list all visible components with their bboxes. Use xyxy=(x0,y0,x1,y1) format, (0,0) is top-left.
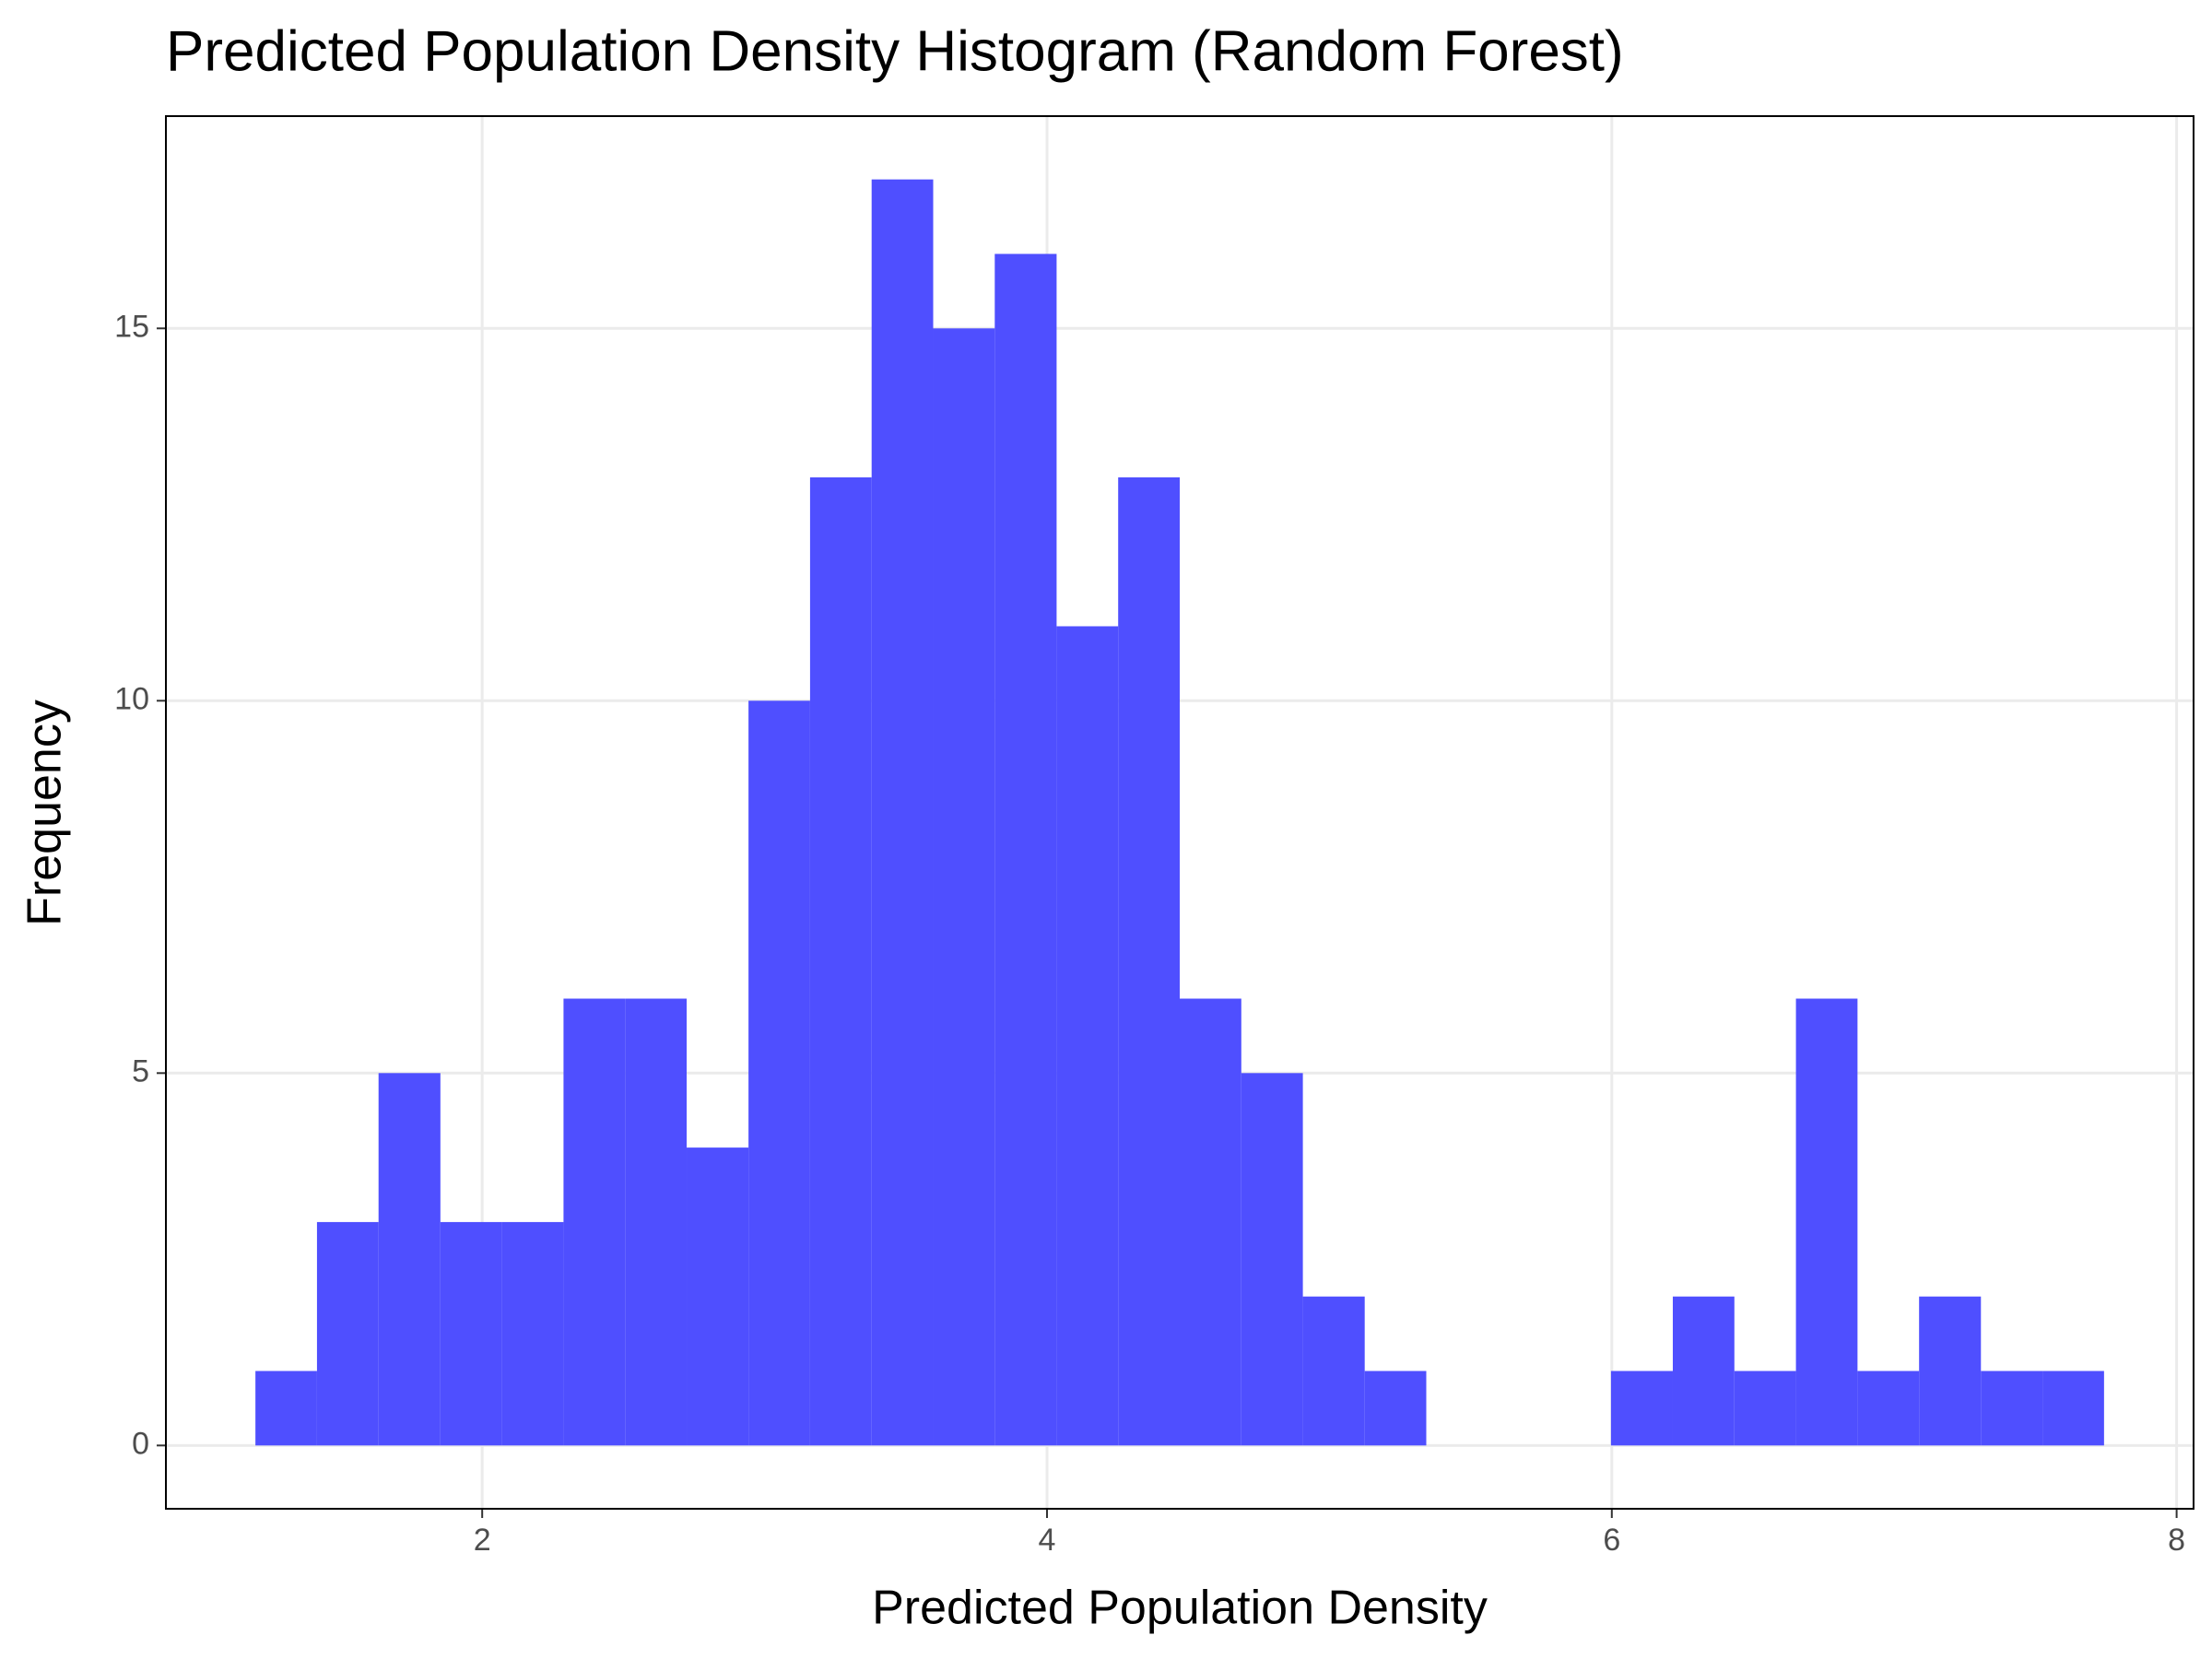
bar xyxy=(2042,1371,2104,1446)
y-tick-label: 10 xyxy=(114,681,149,716)
y-tick-label: 5 xyxy=(132,1053,149,1088)
y-tick-label: 0 xyxy=(132,1426,149,1461)
y-tick-label: 15 xyxy=(114,309,149,344)
bar xyxy=(625,998,688,1446)
bar xyxy=(687,1147,749,1446)
x-axis-title: Predicted Population Density xyxy=(872,1582,1488,1635)
bar xyxy=(1241,1073,1303,1446)
bar xyxy=(1364,1371,1427,1446)
bar xyxy=(316,1221,379,1446)
bar xyxy=(563,998,626,1446)
bar xyxy=(1857,1371,1920,1446)
bar xyxy=(378,1073,441,1446)
y-axis-title: Frequency xyxy=(18,700,72,926)
bar xyxy=(1734,1371,1796,1446)
bar xyxy=(1795,998,1858,1446)
bar xyxy=(933,328,995,1446)
bar xyxy=(748,700,810,1446)
bar xyxy=(1302,1296,1365,1446)
chart-title: Predicted Population Density Histogram (… xyxy=(166,19,1624,83)
bar xyxy=(1672,1296,1735,1446)
bar xyxy=(871,179,934,1446)
bar xyxy=(1056,626,1119,1446)
bar xyxy=(501,1221,564,1446)
bar xyxy=(255,1371,317,1446)
bar xyxy=(1610,1371,1673,1446)
x-tick-label: 2 xyxy=(474,1523,491,1558)
bar xyxy=(809,477,872,1446)
panel-border xyxy=(165,115,2194,1510)
bar xyxy=(440,1221,502,1446)
x-tick-label: 4 xyxy=(1039,1523,1056,1558)
x-tick-label: 6 xyxy=(1603,1523,1620,1558)
bar xyxy=(1981,1371,2043,1446)
bar xyxy=(994,253,1057,1446)
bar xyxy=(1118,477,1180,1446)
bar xyxy=(1180,998,1241,1446)
x-tick-label: 8 xyxy=(2168,1523,2185,1558)
bar xyxy=(1919,1296,1982,1446)
